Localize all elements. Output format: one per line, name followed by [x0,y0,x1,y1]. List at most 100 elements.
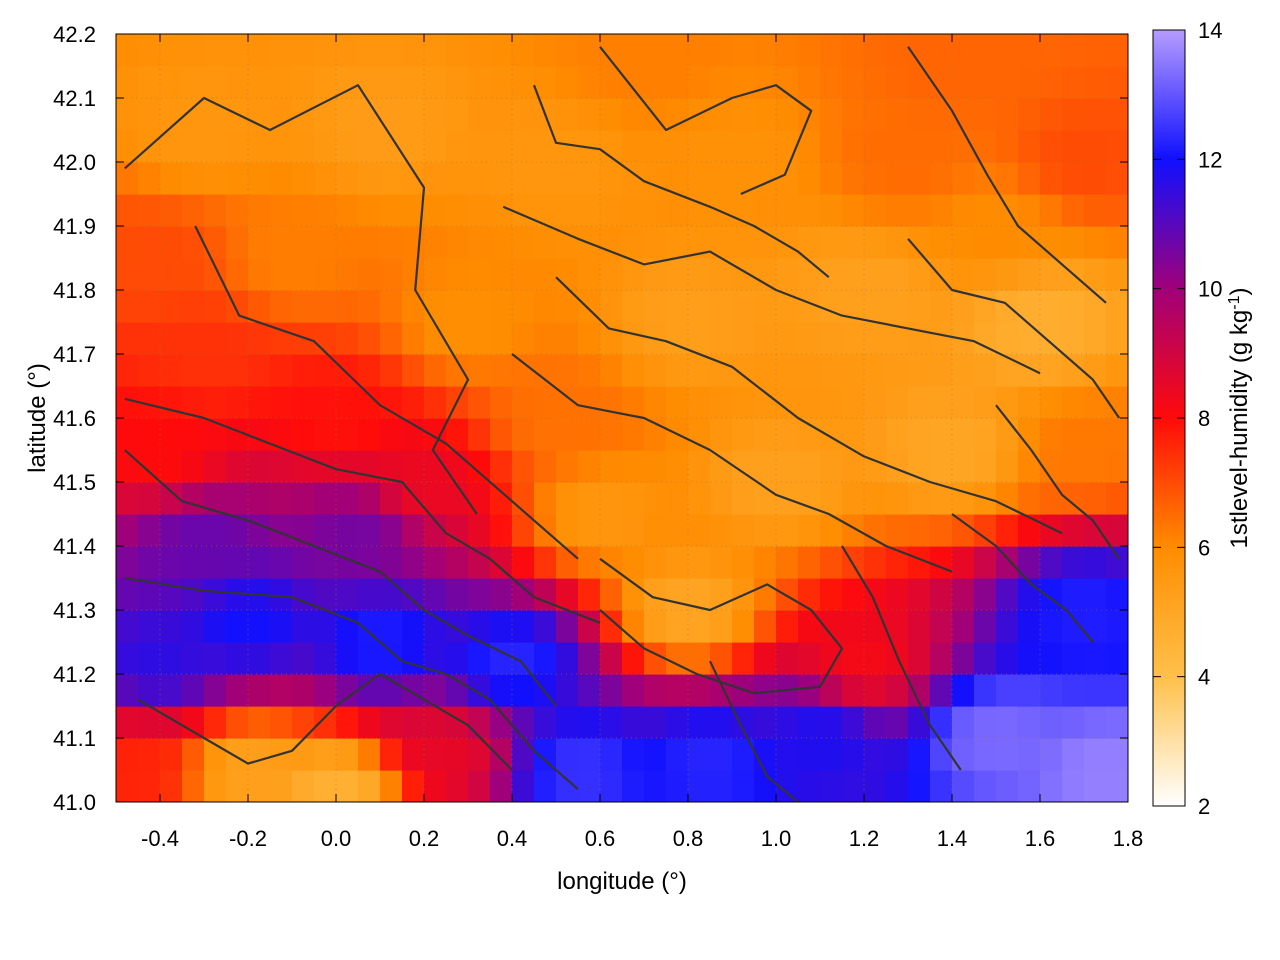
heatmap-cell [688,770,711,802]
heatmap-cell [226,610,249,643]
heatmap-cell [600,354,623,387]
heatmap-cell [336,258,359,291]
heatmap-cell [952,194,975,227]
heatmap-cell [974,450,997,483]
heatmap-cell [512,386,535,419]
heatmap-cell [468,322,491,355]
heatmap-cell [292,514,315,547]
heatmap-cell [1084,258,1107,291]
heatmap-cell [974,322,997,355]
heatmap-cell [402,130,425,163]
heatmap-cell [468,34,491,67]
contour-line [907,238,1121,419]
heatmap-cell [1040,674,1063,707]
heatmap-cell [666,34,689,67]
heatmap-cell [358,34,381,67]
y-tick-label: 41.7 [53,342,96,367]
heatmap-cell [622,354,645,387]
heatmap-cell [666,354,689,387]
heatmap-cell [732,226,755,259]
heatmap-cell [644,66,667,99]
heatmap-cell [754,738,777,771]
heatmap-cell [314,418,337,451]
heatmap-cell [864,418,887,451]
heatmap-cell [996,610,1019,643]
heatmap-cell [644,770,667,802]
heatmap-cell [204,162,227,195]
heatmap-cell [358,546,381,579]
heatmap-cell [468,386,491,419]
heatmap-cell [952,546,975,579]
heatmap-cell [710,322,733,355]
heatmap-cell [666,674,689,707]
heatmap-cell [292,674,315,707]
heatmap-cell [578,258,601,291]
heatmap-cell [908,418,931,451]
heatmap-cell [864,642,887,675]
heatmap-cell [776,610,799,643]
heatmap-cell [600,34,623,67]
heatmap-cell [974,642,997,675]
heatmap-cell [952,450,975,483]
heatmap-cell [996,546,1019,579]
heatmap-cell [182,162,205,195]
heatmap-cell [776,514,799,547]
heatmap-cell [1062,738,1085,771]
heatmap-cell [952,226,975,259]
heatmap-cell [732,322,755,355]
heatmap-cell [930,66,953,99]
heatmap-cell [930,514,953,547]
heatmap-cell [1106,66,1128,99]
heatmap-cell [292,578,315,611]
heatmap-cell [974,546,997,579]
heatmap-cell [358,514,381,547]
heatmap-cell [864,706,887,739]
heatmap-cell [600,738,623,771]
heatmap-cell [204,418,227,451]
heatmap-cell [468,194,491,227]
heatmap-cell [336,226,359,259]
heatmap-cell [1062,130,1085,163]
heatmap-cell [468,450,491,483]
x-tick-label: -0.2 [229,826,267,851]
heatmap-cell [490,674,513,707]
heatmap-cell [710,450,733,483]
heatmap-cell [1106,706,1128,739]
y-tick-label: 41.6 [53,406,96,431]
heatmap-cell [116,290,139,323]
heatmap-cell [138,162,161,195]
heatmap-cell [204,674,227,707]
heatmap-cell [1106,258,1128,291]
heatmap-cell [578,34,601,67]
heatmap-cell [578,418,601,451]
heatmap-cell [842,450,865,483]
heatmap-cell [248,738,271,771]
contour-line [532,84,830,279]
heatmap-cell [732,98,755,131]
heatmap-cell [886,386,909,419]
heatmap-cell [270,482,293,515]
heatmap-cell [402,546,425,579]
heatmap-cell [314,130,337,163]
heatmap-cell [666,194,689,227]
heatmap-cell [358,642,381,675]
heatmap-cell [776,162,799,195]
heatmap-cell [292,258,315,291]
heatmap-cell [160,322,183,355]
heatmap-cell [666,546,689,579]
heatmap-cell [270,66,293,99]
x-tick-label: 1.6 [1025,826,1056,851]
heatmap-cell [138,66,161,99]
heatmap-cell [204,514,227,547]
heatmap-cell [556,642,579,675]
heatmap-cell [490,578,513,611]
heatmap-cell [468,98,491,131]
heatmap-cell [688,738,711,771]
heatmap-cell [974,578,997,611]
contour-line [511,353,953,573]
heatmap-cell [842,674,865,707]
heatmap-cell [930,642,953,675]
heatmap-cell [798,738,821,771]
heatmap-cell [996,322,1019,355]
